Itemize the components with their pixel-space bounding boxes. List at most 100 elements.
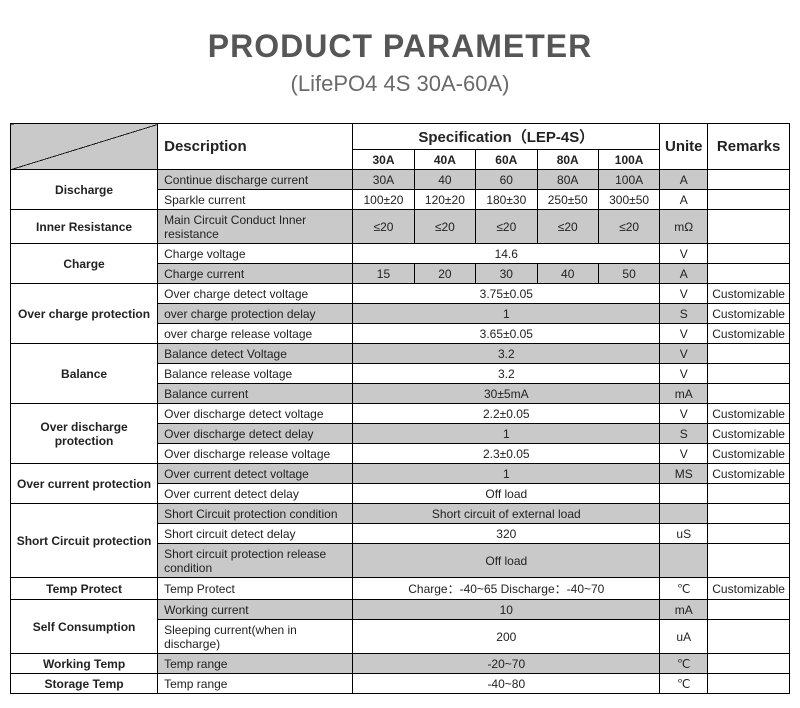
cell: 3.2 — [353, 344, 660, 364]
category-inner-resistance: Inner Resistance — [11, 210, 158, 244]
cell: 3.2 — [353, 364, 660, 384]
cell-unit: mΩ — [660, 210, 708, 244]
cell: 100A — [598, 170, 659, 190]
cell-unit: A — [660, 190, 708, 210]
cell-rem — [708, 544, 790, 578]
cell: 300±50 — [598, 190, 659, 210]
cell-unit: mA — [660, 384, 708, 404]
cell-rem — [708, 620, 790, 654]
cell-rem — [708, 524, 790, 544]
table-row: Balance Balance detect Voltage 3.2 V — [11, 344, 790, 364]
parameter-table: Description Specification（LEP-4S） Unite … — [10, 123, 790, 694]
category-over-current: Over current protection — [11, 464, 158, 504]
cell-desc: Short Circuit protection condition — [158, 504, 353, 524]
cell-desc: Short circuit protection release conditi… — [158, 544, 353, 578]
cell-desc: Sleeping current(when in discharge) — [158, 620, 353, 654]
cell: 3.75±0.05 — [353, 284, 660, 304]
page-title: PRODUCT PARAMETER — [10, 28, 790, 65]
cell-rem — [708, 384, 790, 404]
cell-desc: Charge voltage — [158, 244, 353, 264]
cell: 30 — [476, 264, 537, 284]
page-subtitle: (LifePO4 4S 30A-60A) — [10, 71, 790, 97]
cell: 100±20 — [353, 190, 414, 210]
cell-rem: Customizable — [708, 284, 790, 304]
category-temp-protect: Temp Protect — [11, 578, 158, 600]
cell: -40~80 — [353, 674, 660, 694]
table-row: Inner Resistance Main Circuit Conduct In… — [11, 210, 790, 244]
cell-unit: V — [660, 364, 708, 384]
cell: -20~70 — [353, 654, 660, 674]
cell-unit: MS — [660, 464, 708, 484]
cell-desc: Sparkle current — [158, 190, 353, 210]
cell-rem: Customizable — [708, 324, 790, 344]
cell-rem: Customizable — [708, 404, 790, 424]
cell-unit: V — [660, 284, 708, 304]
header-col-100a: 100A — [598, 150, 659, 170]
header-col-30a: 30A — [353, 150, 414, 170]
category-discharge: Discharge — [11, 170, 158, 210]
cell: 180±30 — [476, 190, 537, 210]
cell-unit — [660, 504, 708, 524]
cell: Short circuit of external load — [353, 504, 660, 524]
category-storage-temp: Storage Temp — [11, 674, 158, 694]
cell: 2.3±0.05 — [353, 444, 660, 464]
cell-rem — [708, 264, 790, 284]
category-charge: Charge — [11, 244, 158, 284]
cell: 60 — [476, 170, 537, 190]
cell-rem: Customizable — [708, 304, 790, 324]
cell-rem — [708, 364, 790, 384]
cell-unit: uS — [660, 524, 708, 544]
cell-desc: Continue discharge current — [158, 170, 353, 190]
category-working-temp: Working Temp — [11, 654, 158, 674]
cell: 1 — [353, 304, 660, 324]
cell: 40 — [537, 264, 598, 284]
cell-unit: A — [660, 264, 708, 284]
table-row: Temp Protect Temp Protect Charge：-40~65 … — [11, 578, 790, 600]
cell-desc: Over current detect delay — [158, 484, 353, 504]
cell-unit — [660, 544, 708, 578]
cell-rem — [708, 244, 790, 264]
cell-unit: S — [660, 424, 708, 444]
cell: 1 — [353, 424, 660, 444]
cell-desc: Balance detect Voltage — [158, 344, 353, 364]
cell: 40 — [414, 170, 475, 190]
category-over-charge: Over charge protection — [11, 284, 158, 344]
cell-rem — [708, 190, 790, 210]
cell: 10 — [353, 600, 660, 620]
header-description: Description — [158, 124, 353, 170]
cell: 2.2±0.05 — [353, 404, 660, 424]
cell-unit: A — [660, 170, 708, 190]
cell-rem — [708, 344, 790, 364]
cell-desc: Balance current — [158, 384, 353, 404]
cell: Off load — [353, 484, 660, 504]
cell-unit: ℃ — [660, 578, 708, 600]
cell-unit: V — [660, 344, 708, 364]
cell-desc: Temp range — [158, 674, 353, 694]
cell: 50 — [598, 264, 659, 284]
cell-unit: ℃ — [660, 674, 708, 694]
category-over-discharge: Over discharge protection — [11, 404, 158, 464]
cell-unit: V — [660, 244, 708, 264]
cell: 250±50 — [537, 190, 598, 210]
cell-rem: Customizable — [708, 444, 790, 464]
cell: 80A — [537, 170, 598, 190]
table-row: Discharge Continue discharge current 30A… — [11, 170, 790, 190]
header-specification: Specification（LEP-4S） — [353, 124, 660, 150]
cell-rem: Customizable — [708, 578, 790, 600]
cell-desc: Working current — [158, 600, 353, 620]
cell: ≤20 — [476, 210, 537, 244]
cell-rem: Customizable — [708, 464, 790, 484]
cell: ≤20 — [537, 210, 598, 244]
header-col-40a: 40A — [414, 150, 475, 170]
cell-desc: Temp Protect — [158, 578, 353, 600]
cell-rem — [708, 504, 790, 524]
cell-unit: mA — [660, 600, 708, 620]
cell-desc: Over current detect voltage — [158, 464, 353, 484]
table-row: Over current protection Over current det… — [11, 464, 790, 484]
cell-desc: Balance release voltage — [158, 364, 353, 384]
cell-desc: over charge protection delay — [158, 304, 353, 324]
category-short-circuit: Short Circuit protection — [11, 504, 158, 578]
cell: 320 — [353, 524, 660, 544]
header-blank — [11, 124, 158, 170]
cell: 120±20 — [414, 190, 475, 210]
